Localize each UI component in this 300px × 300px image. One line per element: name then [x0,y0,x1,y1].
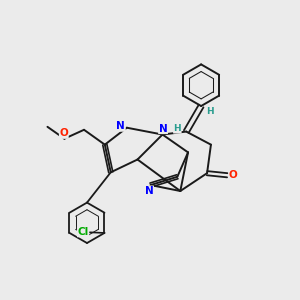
Text: O: O [229,170,238,180]
Text: H: H [206,107,214,116]
Text: N: N [116,121,125,131]
Text: N: N [145,186,154,196]
Text: Cl: Cl [77,227,89,237]
Text: O: O [59,128,68,138]
Text: H: H [173,124,181,133]
Text: N: N [159,124,167,134]
